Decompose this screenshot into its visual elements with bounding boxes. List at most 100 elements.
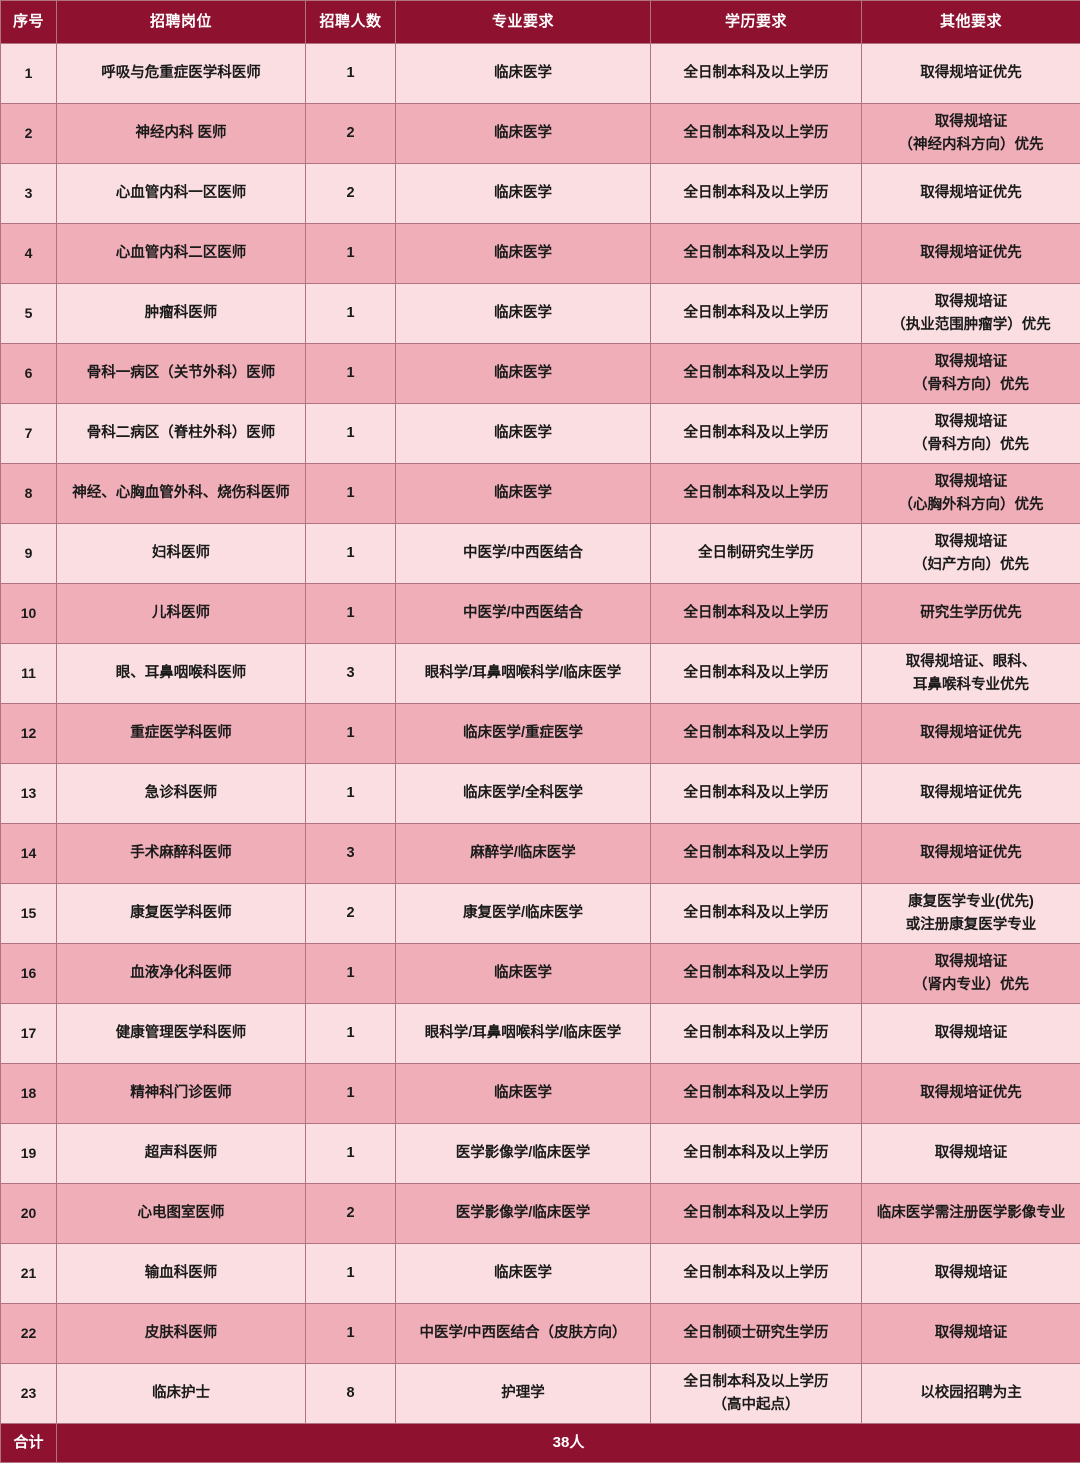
cell-headcount: 1 (306, 584, 396, 644)
cell-major-requirement: 医学影像学/临床医学 (396, 1184, 651, 1244)
cell-major-requirement: 护理学 (396, 1364, 651, 1424)
cell-post-name: 神经、心胸血管外科、烧伤科医师 (57, 464, 306, 524)
cell-major-requirement: 临床医学 (396, 464, 651, 524)
cell-serial-number: 12 (1, 704, 57, 764)
cell-other-requirement: 取得规培证（执业范围肿瘤学）优先 (862, 284, 1080, 344)
cell-post-name: 重症医学科医师 (57, 704, 306, 764)
education-line-1: 全日制本科及以上学历 (656, 242, 856, 264)
cell-serial-number: 6 (1, 344, 57, 404)
cell-headcount: 1 (306, 404, 396, 464)
cell-serial-number: 8 (1, 464, 57, 524)
education-line-1: 全日制本科及以上学历 (656, 302, 856, 324)
cell-other-requirement: 取得规培证 (862, 1304, 1080, 1364)
cell-post-name: 骨科二病区（脊柱外科）医师 (57, 404, 306, 464)
cell-other-requirement: 取得规培证（妇产方向）优先 (862, 524, 1080, 584)
cell-post-name: 骨科一病区（关节外科）医师 (57, 344, 306, 404)
other-line-1: 取得规培证 (867, 411, 1075, 433)
cell-serial-number: 14 (1, 824, 57, 884)
cell-post-name: 精神科门诊医师 (57, 1064, 306, 1124)
cell-other-requirement: 以校园招聘为主 (862, 1364, 1080, 1424)
cell-education-requirement: 全日制本科及以上学历 (651, 1004, 862, 1064)
cell-post-name: 血液净化科医师 (57, 944, 306, 1004)
cell-major-requirement: 眼科学/耳鼻咽喉科学/临床医学 (396, 1004, 651, 1064)
education-line-1: 全日制本科及以上学历 (656, 782, 856, 804)
cell-post-name: 超声科医师 (57, 1124, 306, 1184)
cell-serial-number: 19 (1, 1124, 57, 1184)
education-line-1: 全日制硕士研究生学历 (656, 1322, 856, 1344)
other-line-1: 取得规培证优先 (867, 242, 1075, 264)
cell-serial-number: 11 (1, 644, 57, 704)
education-line-1: 全日制本科及以上学历 (656, 362, 856, 384)
education-line-1: 全日制本科及以上学历 (656, 842, 856, 864)
cell-headcount: 1 (306, 1124, 396, 1184)
other-line-1: 取得规培证 (867, 111, 1075, 133)
other-line-1: 取得规培证优先 (867, 782, 1075, 804)
other-line-1: 取得规培证 (867, 951, 1075, 973)
cell-education-requirement: 全日制本科及以上学历 (651, 344, 862, 404)
other-line-1: 取得规培证优先 (867, 1082, 1075, 1104)
cell-major-requirement: 康复医学/临床医学 (396, 884, 651, 944)
cell-other-requirement: 取得规培证优先 (862, 764, 1080, 824)
other-line-1: 取得规培证优先 (867, 722, 1075, 744)
cell-education-requirement: 全日制本科及以上学历 (651, 884, 862, 944)
cell-headcount: 1 (306, 944, 396, 1004)
footer-row: 合计 38人 (1, 1424, 1080, 1463)
education-line-1: 全日制本科及以上学历 (656, 182, 856, 204)
cell-education-requirement: 全日制本科及以上学历 (651, 284, 862, 344)
cell-serial-number: 23 (1, 1364, 57, 1424)
cell-major-requirement: 临床医学/全科医学 (396, 764, 651, 824)
cell-education-requirement: 全日制本科及以上学历（高中起点） (651, 1364, 862, 1424)
cell-post-name: 呼吸与危重症医学科医师 (57, 44, 306, 104)
cell-post-name: 手术麻醉科医师 (57, 824, 306, 884)
cell-education-requirement: 全日制本科及以上学历 (651, 1124, 862, 1184)
table-footer: 合计 38人 (1, 1424, 1080, 1463)
cell-education-requirement: 全日制本科及以上学历 (651, 764, 862, 824)
cell-other-requirement: 取得规培证优先 (862, 704, 1080, 764)
cell-major-requirement: 临床医学/重症医学 (396, 704, 651, 764)
cell-headcount: 2 (306, 164, 396, 224)
cell-serial-number: 1 (1, 44, 57, 104)
cell-major-requirement: 医学影像学/临床医学 (396, 1124, 651, 1184)
cell-post-name: 皮肤科医师 (57, 1304, 306, 1364)
cell-other-requirement: 取得规培证（神经内科方向）优先 (862, 104, 1080, 164)
cell-education-requirement: 全日制本科及以上学历 (651, 944, 862, 1004)
cell-other-requirement: 取得规培证优先 (862, 44, 1080, 104)
cell-serial-number: 20 (1, 1184, 57, 1244)
cell-other-requirement: 取得规培证 (862, 1124, 1080, 1184)
cell-headcount: 1 (306, 1004, 396, 1064)
other-line-1: 研究生学历优先 (867, 602, 1075, 624)
education-line-1: 全日制本科及以上学历 (656, 722, 856, 744)
cell-education-requirement: 全日制硕士研究生学历 (651, 1304, 862, 1364)
cell-major-requirement: 中医学/中西医结合 (396, 524, 651, 584)
other-line-2: 耳鼻喉科专业优先 (867, 674, 1075, 696)
other-line-1: 取得规培证 (867, 531, 1075, 553)
other-line-1: 取得规培证 (867, 471, 1075, 493)
cell-headcount: 3 (306, 644, 396, 704)
cell-major-requirement: 临床医学 (396, 224, 651, 284)
cell-headcount: 1 (306, 524, 396, 584)
cell-serial-number: 4 (1, 224, 57, 284)
education-line-1: 全日制本科及以上学历 (656, 1082, 856, 1104)
education-line-1: 全日制本科及以上学历 (656, 1022, 856, 1044)
cell-education-requirement: 全日制本科及以上学历 (651, 404, 862, 464)
cell-headcount: 1 (306, 764, 396, 824)
cell-serial-number: 9 (1, 524, 57, 584)
table-header: 序号 招聘岗位 招聘人数 专业要求 学历要求 其他要求 (1, 1, 1080, 44)
cell-major-requirement: 中医学/中西医结合（皮肤方向） (396, 1304, 651, 1364)
cell-other-requirement: 取得规培证优先 (862, 1064, 1080, 1124)
other-line-2: （执业范围肿瘤学）优先 (867, 314, 1075, 336)
cell-serial-number: 17 (1, 1004, 57, 1064)
other-line-2: （妇产方向）优先 (867, 554, 1075, 576)
education-line-1: 全日制本科及以上学历 (656, 422, 856, 444)
